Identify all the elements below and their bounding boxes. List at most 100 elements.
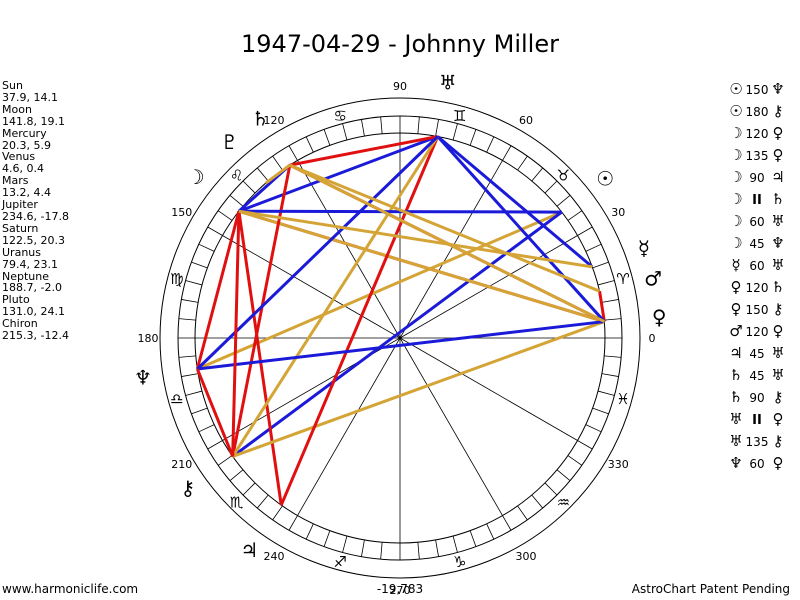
degree-tick [486,136,495,153]
degree-tick [604,318,622,321]
planet-name: Chiron [2,317,38,331]
venus-glyph-icon: ♀ [772,322,784,340]
aspect-list: ☉ 150 ♆ ☉ 180 ⚷ ☽ 120 ♀ ☽ 135 ♀ ☽ 90 ♃ ☽ II ♄ ☽ 60 ♅ ☽ 45 ♆ ☿ 60 ♅… [728,78,786,474]
degree-tick [604,355,622,358]
sun-glyph-icon: ☉ [729,102,743,120]
aspect-line [598,290,606,322]
footer-website[interactable]: www.harmoniclife.com [2,582,139,596]
degree-tick [502,145,512,161]
planet-entry-jupiter: Jupiter 234.6, -17.8 [2,199,69,223]
degree-tick [567,455,583,466]
degree-tick [342,535,348,553]
aspect-row: ♄ 90 ⚷ [728,386,786,408]
venus-glyph-icon: ♀ [730,278,742,296]
planet-name: Uranus [2,245,41,259]
degree-tick [469,530,477,547]
degree-tick [191,261,208,269]
degree-tick [305,523,314,540]
chiron-glyph-icon: ⚷ [772,432,784,450]
moon-glyph-icon: ☽ [729,146,743,164]
mercury-planet-icon: ☿ [638,236,650,260]
degree-tick [288,145,298,161]
axis-label: 0 [649,332,656,345]
leo-sign-icon: ♌ [230,167,243,185]
venus-glyph-icon: ♀ [730,300,742,318]
planet-entry-mars: Mars 13.2, 4.4 [2,175,69,199]
axis-label: 90 [393,80,407,93]
footer-patent: AstroChart Patent Pending [631,582,790,596]
uranus-glyph-icon: ♅ [771,212,785,230]
degree-tick [361,119,365,137]
planet-name: Moon [2,102,32,116]
planet-name: Mars [2,174,29,188]
degree-tick [323,129,331,146]
degree-tick [567,210,583,221]
planet-positions-list: Sun 37.9, 14.1 Moon 141.8, 19.1 Mercury 20.3,… [2,80,69,342]
sector-spoke [399,337,503,516]
planet-name: Neptune [2,269,50,283]
planet-entry-venus: Venus 4.6, 0.4 [2,151,69,175]
axis-label: 120 [264,114,285,127]
aspect-angle: 120 [745,127,769,141]
degree-tick [272,155,283,171]
axis-label: 270 [390,584,411,597]
degree-tick [229,194,244,207]
planet-entry-moon: Moon 141.8, 19.1 [2,102,69,128]
aspect-angle: 90 [749,171,765,185]
saturn-planet-icon: ♄ [251,107,269,131]
aspect-angle: II [752,193,762,208]
axis-label: 210 [171,458,192,471]
degree-tick [417,116,420,134]
aspect-angle: 150 [745,303,769,317]
chiron-planet-icon: ⚷ [180,476,195,500]
pisces-sign-icon: ♓ [616,390,629,408]
degree-tick [544,482,558,496]
gemini-sign-icon: ♊ [453,107,466,125]
planet-entry-sun: Sun 37.9, 14.1 [2,80,69,104]
degree-tick [288,515,298,531]
degree-tick [486,523,495,540]
planet-name: Saturn [2,221,39,235]
venus-planet-icon: ♀ [652,305,667,329]
aspect-line [197,320,605,371]
aspect-row: ♀ 120 ♄ [728,276,786,298]
aspect-line [231,164,292,457]
aspect-angle: 45 [749,237,765,251]
degree-tick [342,123,348,141]
degree-tick [556,469,571,482]
aspect-line [289,135,438,167]
aspect-angle: 135 [745,435,769,449]
aspect-line [436,135,606,323]
degree-tick [592,407,609,415]
pluto-planet-icon: ♇ [220,130,238,154]
degree-tick [178,318,196,321]
aspect-row: ☉ 150 ♆ [728,78,786,100]
venus-glyph-icon: ♀ [772,454,784,472]
degree-tick [452,123,458,141]
degree-tick [323,530,331,547]
axis-label: 240 [264,550,285,563]
sun-planet-icon: ☉ [596,166,614,190]
venus-glyph-icon: ♀ [772,146,784,164]
degree-tick [585,243,602,252]
planet-entry-chiron: Chiron 215.3, -12.4 [2,318,69,342]
planet-name: Mercury [2,126,47,140]
capricorn-sign-icon: ♑ [453,553,466,571]
degree-tick [517,505,528,521]
aspect-row: ☽ 135 ♀ [728,144,786,166]
mars-planet-icon: ♂ [644,267,662,291]
aspect-angle: 135 [745,149,769,163]
mars-glyph-icon: ♂ [729,322,743,340]
aspect-angle: 60 [749,457,765,471]
degree-tick [217,455,233,466]
planet-entry-pluto: Pluto 131.0, 24.1 [2,294,69,318]
cancer-sign-icon: ♋ [333,107,346,125]
uranus-glyph-icon: ♅ [771,256,785,274]
planet-name: Pluto [2,293,30,307]
degree-tick [435,539,439,557]
aspect-line [264,163,291,185]
sector-spoke [297,160,401,339]
planet-coords: 37.9, 14.1 [2,90,58,104]
aspect-row: ♀ 150 ⚷ [728,298,786,320]
aspect-row: ☽ 90 ♃ [728,166,786,188]
